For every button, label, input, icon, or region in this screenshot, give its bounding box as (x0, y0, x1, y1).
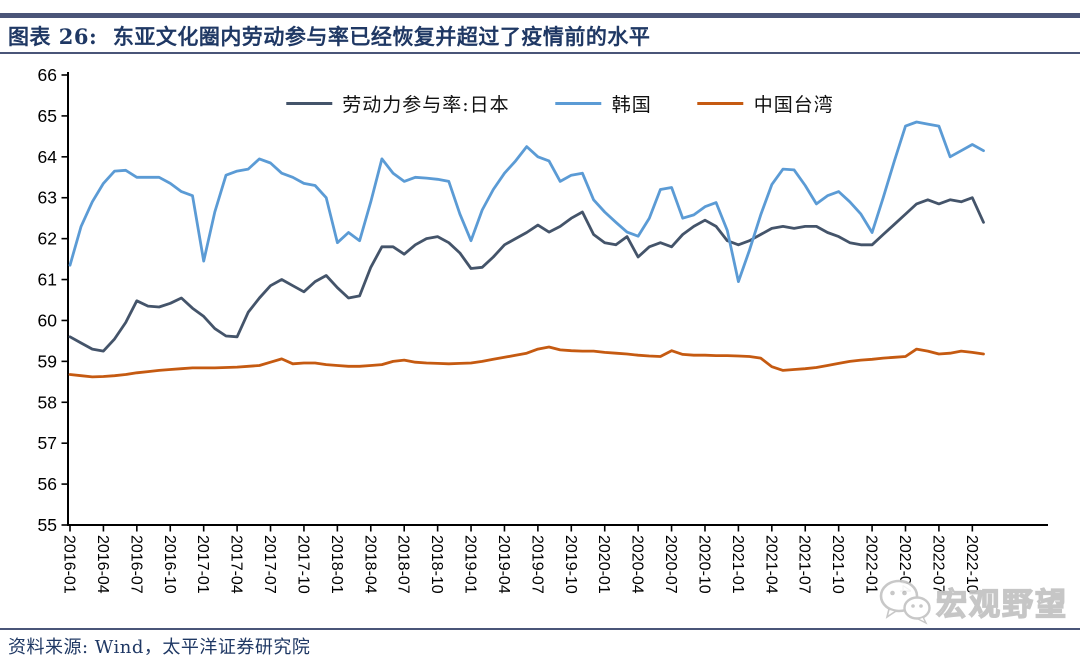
x-tick-label: 2021-07 (796, 535, 813, 594)
y-tick-label: 63 (38, 188, 57, 208)
footer-divider (0, 628, 1080, 630)
x-tick-label: 2016-04 (94, 535, 111, 594)
x-tick-label: 2016-10 (161, 535, 178, 594)
title-divider (0, 52, 1080, 54)
y-tick-label: 61 (38, 270, 57, 290)
y-tick-label: 57 (38, 433, 57, 453)
x-tick-label: 2020-01 (595, 535, 612, 594)
top-accent-bar (0, 13, 1080, 18)
x-tick-label: 2020-04 (629, 535, 646, 594)
legend-label-taiwan: 中国台湾 (753, 94, 834, 116)
y-tick-label: 55 (38, 515, 57, 535)
y-tick-label: 62 (38, 229, 57, 249)
y-tick-label: 56 (38, 474, 57, 494)
x-tick-label: 2020-10 (695, 535, 712, 594)
x-tick-label: 2022-01 (863, 535, 880, 594)
series-line-korea (68, 120, 985, 284)
y-tick-label: 65 (38, 106, 57, 126)
legend-item-korea: 韩国 (555, 90, 652, 117)
chart-title: 图表 26: 东亚文化圈内劳动参与率已经恢复并超过了疫情前的水平 (8, 24, 651, 49)
x-tick-label: 2019-04 (495, 535, 512, 594)
x-tick-label: 2018-10 (428, 535, 445, 594)
legend-line-japan (286, 102, 333, 105)
x-tick-label: 2022-04 (896, 535, 913, 594)
legend-line-taiwan (697, 102, 744, 105)
y-tick-label: 60 (38, 310, 58, 330)
x-tick-label: 2019-10 (562, 535, 579, 594)
x-tick-label: 2021-01 (729, 535, 746, 594)
x-tick-label: 2021-04 (762, 535, 779, 594)
x-tick-label: 2018-07 (395, 535, 412, 594)
x-tick-label: 2017-10 (294, 535, 311, 594)
x-tick-label: 2021-10 (829, 535, 846, 594)
x-tick-label: 2016-07 (127, 535, 144, 594)
x-tick-label: 2022-07 (929, 535, 946, 594)
y-tick-label: 59 (38, 351, 57, 371)
legend-item-japan: 劳动力参与率:日本 (286, 90, 509, 117)
y-tick-label: 66 (38, 65, 57, 85)
chart-legend: 劳动力参与率:日本 韩国 中国台湾 (286, 90, 833, 117)
x-tick-label: 2017-04 (228, 535, 245, 594)
legend-label-japan: 劳动力参与率:日本 (342, 94, 510, 116)
x-tick-label: 2017-01 (194, 535, 211, 594)
legend-line-korea (555, 102, 602, 105)
x-tick-label: 2018-01 (328, 535, 345, 594)
x-tick-label: 2016-01 (61, 535, 78, 594)
legend-item-taiwan: 中国台湾 (697, 90, 834, 117)
series-line-taiwan (68, 345, 985, 379)
legend-label-korea: 韩国 (611, 94, 652, 116)
x-tick-label: 2019-07 (528, 535, 545, 594)
x-tick-label: 2019-01 (462, 535, 479, 594)
source-note: 资料来源: Wind，太平洋证券研究院 (8, 637, 311, 658)
x-tick-label: 2022-10 (963, 535, 980, 594)
y-tick-label: 64 (38, 147, 58, 167)
y-tick-label: 58 (38, 392, 57, 412)
x-tick-label: 2018-04 (361, 535, 378, 594)
series-line-japan (68, 196, 985, 353)
x-tick-label: 2020-07 (662, 535, 679, 594)
x-tick-label: 2017-07 (261, 535, 278, 594)
